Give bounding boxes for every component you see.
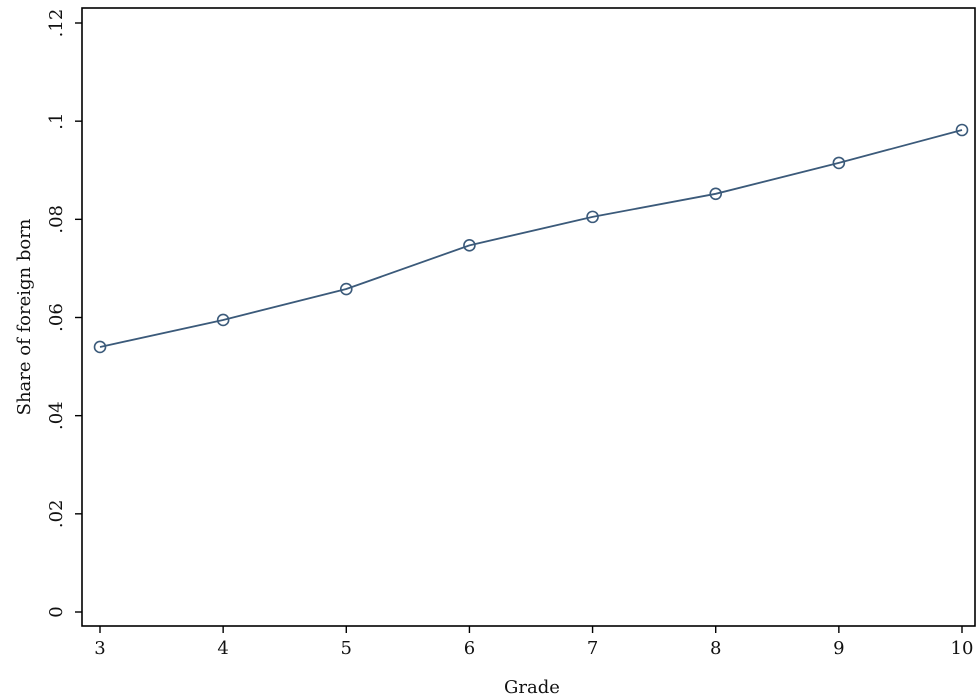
x-axis: 3 4 5 6 7 8 9 10 <box>94 626 973 659</box>
series-line <box>99 129 963 348</box>
data-point-grade-3 <box>93 340 107 354</box>
x-tick-label: 5 <box>341 638 352 659</box>
y-tick-label: .02 <box>46 500 67 529</box>
data-point-grade-8 <box>709 187 723 201</box>
x-tick-label: 3 <box>94 638 105 659</box>
y-axis-title: Share of foreign born <box>14 218 35 415</box>
y-tick-label: .12 <box>46 9 67 38</box>
data-point-grade-5 <box>339 282 353 296</box>
data-point-grade-4 <box>216 313 230 327</box>
x-tick-label: 7 <box>587 638 598 659</box>
data-point-grade-7 <box>586 210 599 224</box>
x-tick-label: 6 <box>464 638 475 659</box>
x-tick-label: 8 <box>710 638 721 659</box>
data-point-grade-6 <box>463 239 476 252</box>
x-tick-label: 4 <box>217 638 228 659</box>
plot-frame <box>81 7 976 627</box>
x-axis-title: Grade <box>504 677 560 698</box>
x-tick-label: 10 <box>951 638 974 659</box>
y-tick-label: .06 <box>46 303 67 332</box>
series-layer <box>93 123 969 354</box>
y-axis: 0 .02 .04 .06 .08 .1 .12 <box>46 9 82 618</box>
x-tick-label: 9 <box>833 638 844 659</box>
y-tick-label: .1 <box>46 113 67 130</box>
y-tick-label: .08 <box>46 205 67 234</box>
data-point-grade-9 <box>832 156 846 170</box>
y-tick-label: 0 <box>46 606 67 617</box>
data-point-grade-10 <box>955 123 969 137</box>
y-tick-label: .04 <box>46 401 67 430</box>
